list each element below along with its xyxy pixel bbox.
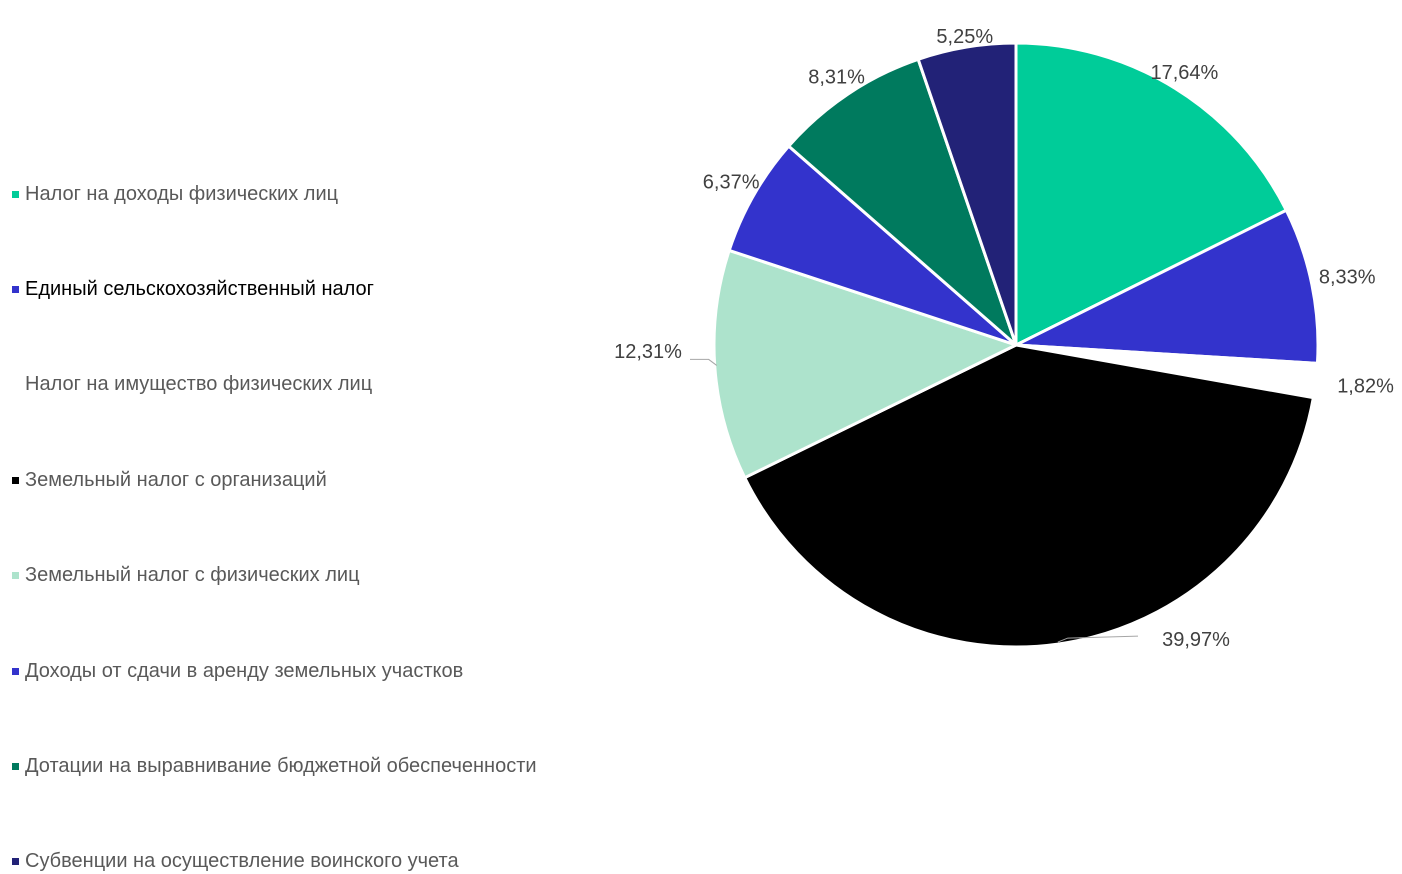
legend-item: Дотации на выравнивание бюджетной обеспе… — [12, 754, 537, 778]
legend-label: Единый сельскохозяйственный налог — [25, 277, 374, 300]
pie-slice — [727, 144, 1018, 347]
data-label: 8,31% — [808, 67, 865, 89]
pie-slice — [787, 57, 1018, 347]
legend-swatch — [12, 858, 19, 866]
legend-label: Доходы от сдачи в аренду земельных участ… — [25, 659, 464, 682]
legend-swatch — [12, 476, 19, 484]
data-label: 5,25% — [936, 26, 993, 48]
legend-label: Дотации на выравнивание бюджетной обеспе… — [25, 754, 537, 777]
pie-slice — [712, 248, 1018, 480]
pie-slice — [1014, 208, 1320, 365]
legend-label: Земельный налог с физических лиц — [25, 564, 360, 587]
legend-swatch — [12, 190, 19, 198]
legend-item: Земельный налог с физических лиц — [12, 564, 360, 588]
pie-slice — [743, 343, 1315, 649]
legend-swatch — [12, 285, 19, 293]
slice-labels: 17,64% 8,33% 1,82% 39,97% 12,31% 6,37% 8,31% 5,… — [614, 26, 1394, 651]
legend-item: Земельный налог с организаций — [12, 468, 327, 492]
legend-item: Единый сельскохозяйственный налог — [12, 277, 374, 301]
data-label: 39,97% — [1162, 629, 1230, 651]
leader-line — [690, 358, 717, 366]
chart-legend: Налог на доходы физических лиц Единый сел… — [12, 0, 692, 872]
data-label: 8,33% — [1319, 267, 1376, 289]
legend-item: Налог на имущество физических лиц — [12, 373, 372, 397]
legend-item: Доходы от сдачи в аренду земельных участ… — [12, 659, 463, 683]
legend-swatch — [12, 667, 19, 675]
data-label: 1,82% — [1337, 375, 1394, 397]
legend-label: Налог на доходы физических лиц — [25, 182, 339, 205]
leader-line — [1057, 635, 1139, 643]
legend-swatch — [12, 762, 19, 770]
legend-label: Налог на имущество физических лиц — [25, 373, 373, 396]
pie-slice — [916, 41, 1018, 347]
pie-slice — [1014, 41, 1288, 347]
data-label: 6,37% — [703, 171, 760, 193]
legend-item: Налог на доходы физических лиц — [12, 182, 338, 206]
legend-label: Земельный налог с организаций — [25, 468, 327, 491]
data-label: 17,64% — [1150, 62, 1218, 84]
legend-swatch — [12, 572, 19, 580]
legend-swatch — [12, 381, 19, 389]
data-label: 12,31% — [614, 341, 682, 363]
pie-slices — [712, 41, 1320, 649]
